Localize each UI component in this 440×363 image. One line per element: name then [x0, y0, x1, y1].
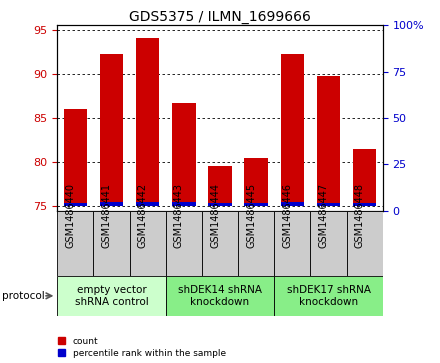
Text: GSM1486444: GSM1486444 — [210, 183, 220, 248]
Bar — [281, 54, 304, 206]
Bar — [100, 54, 123, 206]
Bar — [136, 202, 159, 206]
Text: GSM1486442: GSM1486442 — [138, 183, 148, 248]
Bar — [274, 276, 383, 316]
Bar — [245, 158, 268, 206]
Text: GSM1486445: GSM1486445 — [246, 183, 256, 248]
Bar — [317, 203, 340, 206]
Bar — [317, 76, 340, 206]
Bar — [100, 202, 123, 206]
Text: shDEK14 shRNA
knockdown: shDEK14 shRNA knockdown — [178, 285, 262, 307]
Text: GSM1486443: GSM1486443 — [174, 183, 184, 248]
Bar — [63, 109, 87, 206]
Bar — [353, 204, 377, 206]
Bar — [347, 211, 383, 276]
Title: GDS5375 / ILMN_1699666: GDS5375 / ILMN_1699666 — [129, 11, 311, 24]
Text: protocol: protocol — [2, 291, 45, 301]
Bar — [57, 211, 93, 276]
Bar — [166, 211, 202, 276]
Text: GSM1486440: GSM1486440 — [65, 183, 75, 248]
Text: GSM1486448: GSM1486448 — [355, 183, 365, 248]
Bar — [93, 211, 129, 276]
Bar — [172, 103, 195, 206]
Bar — [166, 276, 274, 316]
Bar — [136, 38, 159, 206]
Bar — [245, 204, 268, 206]
Text: empty vector
shRNA control: empty vector shRNA control — [75, 285, 148, 307]
Bar — [238, 211, 274, 276]
Bar — [129, 211, 166, 276]
Text: shDEK17 shRNA
knockdown: shDEK17 shRNA knockdown — [286, 285, 370, 307]
Bar — [63, 204, 87, 206]
Bar — [172, 202, 195, 206]
Bar — [274, 211, 311, 276]
Bar — [57, 276, 166, 316]
Bar — [208, 167, 232, 206]
Bar — [202, 211, 238, 276]
Legend: count, percentile rank within the sample: count, percentile rank within the sample — [57, 336, 227, 359]
Bar — [353, 149, 377, 206]
Bar — [311, 211, 347, 276]
Text: GSM1486447: GSM1486447 — [319, 183, 329, 248]
Bar — [208, 204, 232, 206]
Text: GSM1486446: GSM1486446 — [282, 183, 292, 248]
Text: GSM1486441: GSM1486441 — [102, 183, 111, 248]
Bar — [281, 202, 304, 206]
